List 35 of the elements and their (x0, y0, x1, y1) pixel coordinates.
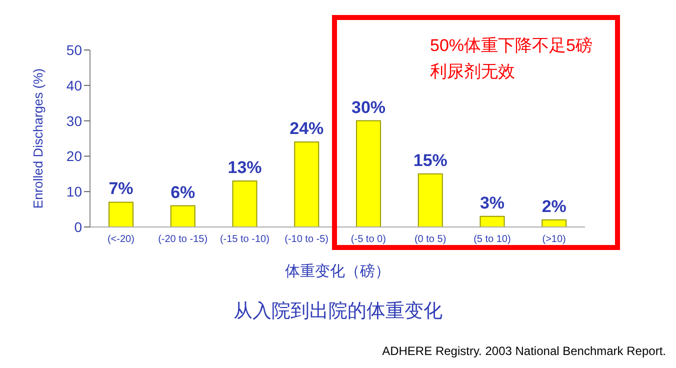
data-label: 7% (108, 179, 134, 198)
data-label: 2% (542, 196, 566, 216)
x-tick-label: (0 to 5) (414, 234, 446, 246)
bar (542, 219, 567, 227)
data-label: 30% (351, 98, 386, 117)
text: ADHERE Registry. 2003 National Benchmark Report. (382, 344, 666, 358)
x-tick-label: (>10) (542, 234, 566, 246)
y-tick-label: 30 (66, 112, 82, 129)
bar (294, 142, 320, 227)
annotation: 50%体重下降不足5磅利尿剂无效 (430, 35, 594, 83)
data-label: 6% (170, 182, 196, 202)
y-tick-label: 10 (66, 184, 82, 200)
x-tick-label: (<-20) (107, 234, 134, 246)
y-axis-title: Enrolled Discharges (%) (30, 68, 46, 209)
y-tick-label: 50 (66, 42, 82, 58)
data-label: 15% (413, 150, 448, 170)
x-tick-label: (5 to 10) (474, 234, 511, 246)
data-label: 24% (290, 119, 324, 138)
data-label: 3% (480, 193, 505, 212)
bar (108, 202, 134, 227)
x-tick-label: (-20 to -15) (158, 234, 208, 246)
y-tick-label: 0 (74, 218, 82, 235)
data-label: 13% (228, 158, 262, 177)
x-tick-label: (-10 to -5) (284, 234, 329, 246)
bar (170, 205, 196, 227)
y-tick-label: 40 (66, 77, 82, 94)
x-tick-label: (-5 to 0) (350, 234, 386, 246)
bar (232, 180, 258, 227)
bar (356, 120, 381, 227)
y-tick-label: 20 (66, 148, 82, 164)
x-tick-label: (-15 to -10) (220, 234, 270, 246)
bar (418, 173, 443, 227)
bar (480, 216, 505, 227)
x-axis-title: 体重变化（磅） (284, 262, 391, 281)
text: 从入院到出院的体重变化 (232, 300, 444, 324)
